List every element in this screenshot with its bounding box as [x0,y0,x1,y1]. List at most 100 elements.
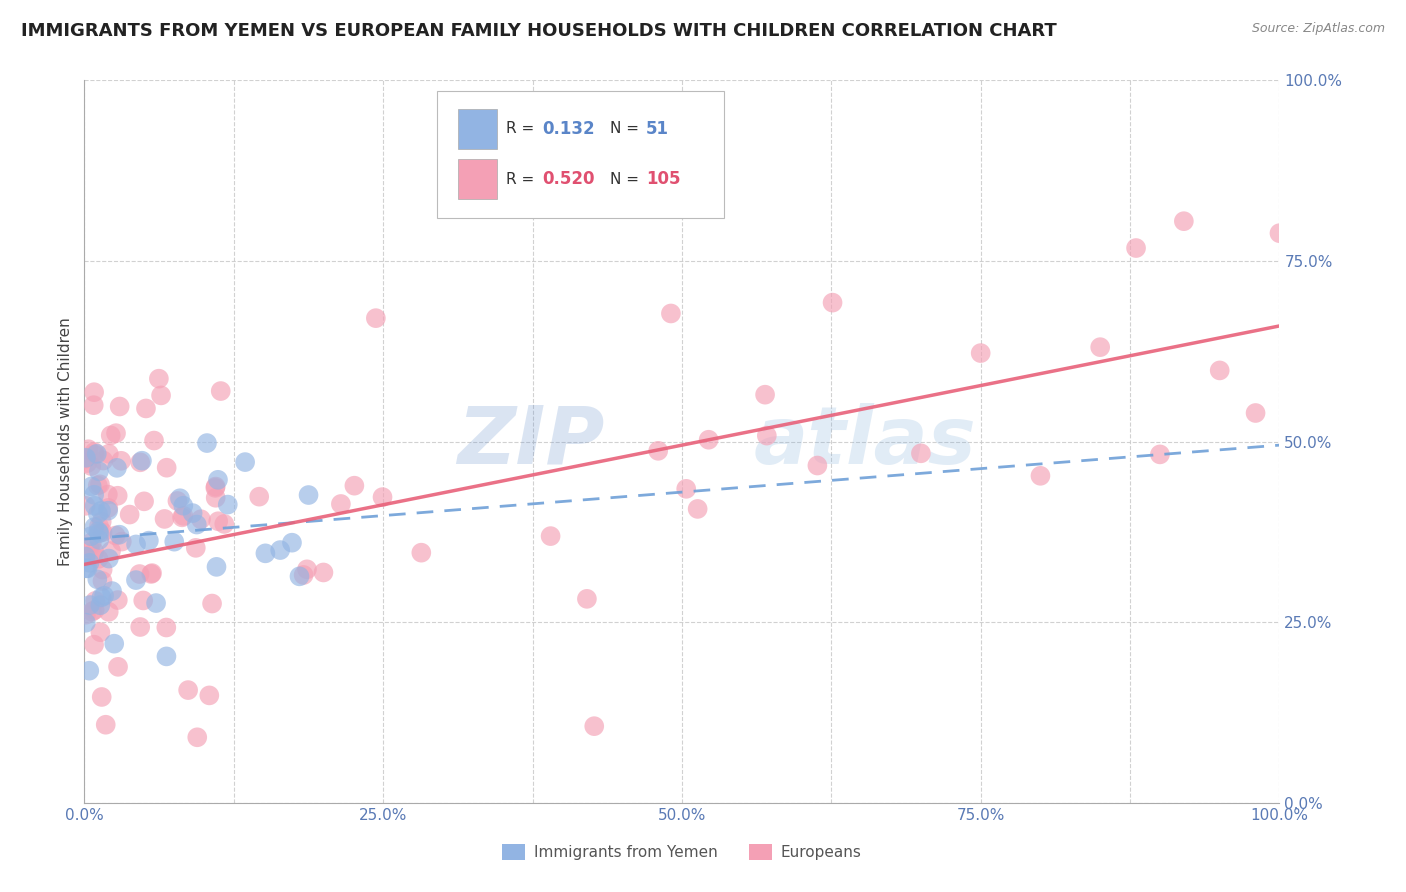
Point [129,620,152,634]
Point [141,566,163,580]
Point [90,591,112,605]
Point [659,306,682,320]
Point [131,454,153,468]
Point [583,719,606,733]
Point [77,442,100,457]
Point [79,556,101,570]
Point [91,574,114,588]
Point [83,448,105,462]
Text: Source: ZipAtlas.com: Source: ZipAtlas.com [1251,22,1385,36]
Point [288,569,311,583]
Point [75,615,97,630]
Point [754,387,776,401]
Point [281,535,304,549]
Point [87,478,110,492]
Point [156,460,179,475]
Point [80,605,103,619]
Text: 105: 105 [647,170,681,188]
Point [86,572,108,586]
Point [132,593,155,607]
Point [79,598,101,612]
Point [79,664,101,678]
Point [411,546,433,560]
Point [910,446,932,460]
Point [87,524,110,539]
Point [207,473,229,487]
Point [87,507,110,521]
Point [207,514,229,528]
Point [90,690,112,704]
Point [118,508,141,522]
Point [364,311,387,326]
Point [184,541,207,555]
Text: R =: R = [506,172,540,186]
FancyBboxPatch shape [458,160,496,199]
Point [75,499,97,513]
Text: IMMIGRANTS FROM YEMEN VS EUROPEAN FAMILY HOUSEHOLDS WITH CHILDREN CORRELATION CH: IMMIGRANTS FROM YEMEN VS EUROPEAN FAMILY… [21,22,1057,40]
Point [190,512,212,526]
Text: R =: R = [506,121,540,136]
Point [111,534,134,549]
FancyBboxPatch shape [458,109,496,149]
Point [170,510,193,524]
Point [97,487,120,501]
Point [755,428,778,442]
Point [86,447,108,461]
Point [575,591,598,606]
Point [125,573,148,587]
Point [97,500,120,515]
Point [83,385,105,400]
Point [101,584,124,599]
Point [104,528,127,542]
Point [89,533,111,547]
Point [75,561,97,575]
Point [83,398,105,412]
Point [169,491,191,506]
Point [84,594,107,608]
Point [107,489,129,503]
Point [110,454,132,468]
Point [806,458,828,473]
Point [105,426,128,441]
Point [80,529,103,543]
Point [83,488,105,502]
Point [217,498,239,512]
Point [821,295,844,310]
Point [75,450,97,465]
Point [247,490,270,504]
Point [90,515,112,529]
Point [83,544,105,558]
Point [82,549,104,563]
Point [1244,406,1267,420]
Point [1090,340,1112,354]
Point [186,517,208,532]
Point [91,525,114,540]
Point [177,683,200,698]
Text: atlas: atlas [754,402,976,481]
Point [125,537,148,551]
Point [647,443,669,458]
Point [1268,226,1291,240]
Point [195,436,218,450]
Point [371,490,394,504]
Point [312,566,335,580]
Point [89,625,111,640]
Point [254,546,277,560]
Point [80,479,103,493]
Point [166,494,188,508]
Point [686,502,709,516]
Point [181,506,204,520]
FancyBboxPatch shape [437,91,724,218]
Point [204,481,226,495]
Point [75,549,97,564]
Point [150,388,173,402]
Point [132,494,155,508]
Text: 51: 51 [647,120,669,137]
Point [143,434,166,448]
Point [209,384,232,398]
Point [87,464,110,478]
Point [343,478,366,492]
Point [204,479,226,493]
Point [1149,447,1171,461]
Point [80,459,103,474]
